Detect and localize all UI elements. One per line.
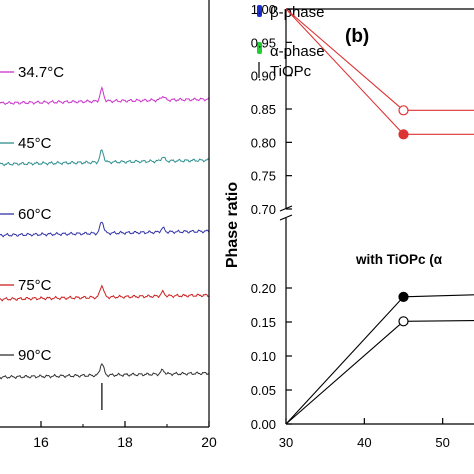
phase-series-line-0: [285, 8, 474, 135]
xrd-trace-2: [0, 221, 210, 238]
phase-series-line-3: [285, 320, 474, 425]
alpha-legend-mark: [257, 42, 262, 54]
a-x-tick-label-2: 20: [201, 434, 217, 450]
b-y-tick-label-lower-2: 0.10: [251, 349, 276, 364]
b-x-tick-label-0: 30: [279, 435, 293, 450]
xrd-traces: 34.7°C 45°C 60°C 75°C 90°C: [0, 64, 210, 410]
phase-series-point-3: [398, 316, 409, 327]
phase-ratio-panel: Phase ratio (b) with TiOPc (α 1.00 0.95 0.…: [224, 2, 474, 450]
beta-legend-mark: [257, 5, 262, 17]
phase-series-point-2: [398, 291, 409, 302]
tiopc-annotation: with TiOPc (α: [355, 252, 443, 267]
alpha-legend-label: α-phase: [270, 43, 325, 60]
xrd-trace-4: [0, 362, 210, 380]
panel-b-label: (b): [345, 26, 369, 47]
b-y-tick-label-upper-0: 1.00: [251, 2, 276, 17]
b-x-tick-label-1: 40: [357, 435, 371, 450]
b-y-tick-label-upper-6: 0.70: [251, 202, 276, 217]
b-y-tick-label-lower-0: 0.20: [251, 281, 276, 296]
b-series: [285, 8, 474, 425]
b-y-tick-label-lower-3: 0.05: [251, 383, 276, 398]
b-y-tick-label-upper-1: 0.95: [251, 35, 276, 50]
phase-ratio-axis-label: Phase ratio: [224, 182, 241, 268]
tiopc-legend-label: TiOPc: [270, 63, 312, 80]
b-y-tick-label-lower-4: 0.00: [251, 417, 276, 432]
a-x-ticks: 16 18 20: [33, 421, 217, 450]
phase-series-point-1: [398, 105, 409, 116]
axis-break: [279, 205, 293, 221]
trace-label-2: 60°C: [18, 206, 52, 223]
a-x-tick-label-1: 18: [117, 434, 133, 450]
trace-label-3: 75°C: [18, 277, 52, 294]
b-y-tick-label-lower-1: 0.15: [251, 315, 276, 330]
xrd-trace-1: [0, 149, 210, 167]
trace-label-0: 34.7°C: [18, 64, 64, 81]
trace-label-1: 45°C: [18, 135, 52, 152]
phase-series-point-0: [398, 129, 409, 140]
a-x-tick-label-0: 16: [33, 434, 49, 450]
b-ticks: 1.00 0.95 0.90 0.85 0.80 0.75 0.70 0.20 0.15 0.10…: [251, 2, 450, 450]
phase-series-line-2: [285, 294, 474, 425]
xrd-panel: 34.7°C 45°C 60°C 75°C 90°C β-phase α-phase T…: [0, 0, 325, 450]
b-y-tick-label-upper-3: 0.85: [251, 102, 276, 117]
b-x-tick-label-2: 50: [435, 435, 449, 450]
trace-label-4: 90°C: [18, 347, 52, 364]
xrd-trace-3: [0, 284, 210, 302]
b-y-tick-label-upper-4: 0.80: [251, 135, 276, 150]
b-y-tick-label-upper-2: 0.90: [251, 69, 276, 84]
b-y-tick-label-upper-5: 0.75: [251, 169, 276, 184]
xrd-trace-0: [0, 85, 210, 106]
beta-legend-label: β-phase: [270, 4, 325, 21]
